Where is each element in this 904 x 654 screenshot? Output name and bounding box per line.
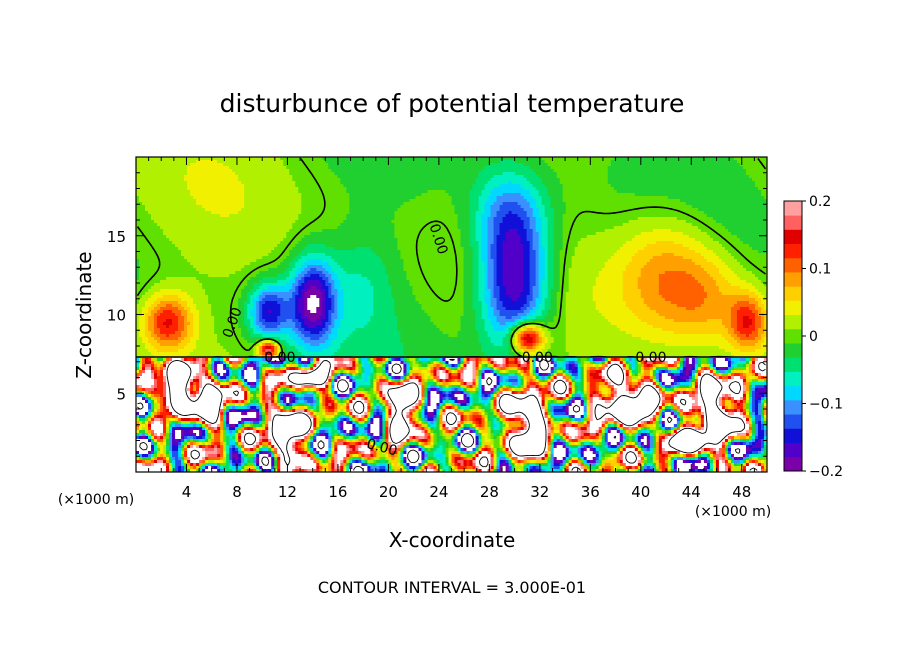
chart-title: disturbunce of potential temperature <box>220 89 685 118</box>
